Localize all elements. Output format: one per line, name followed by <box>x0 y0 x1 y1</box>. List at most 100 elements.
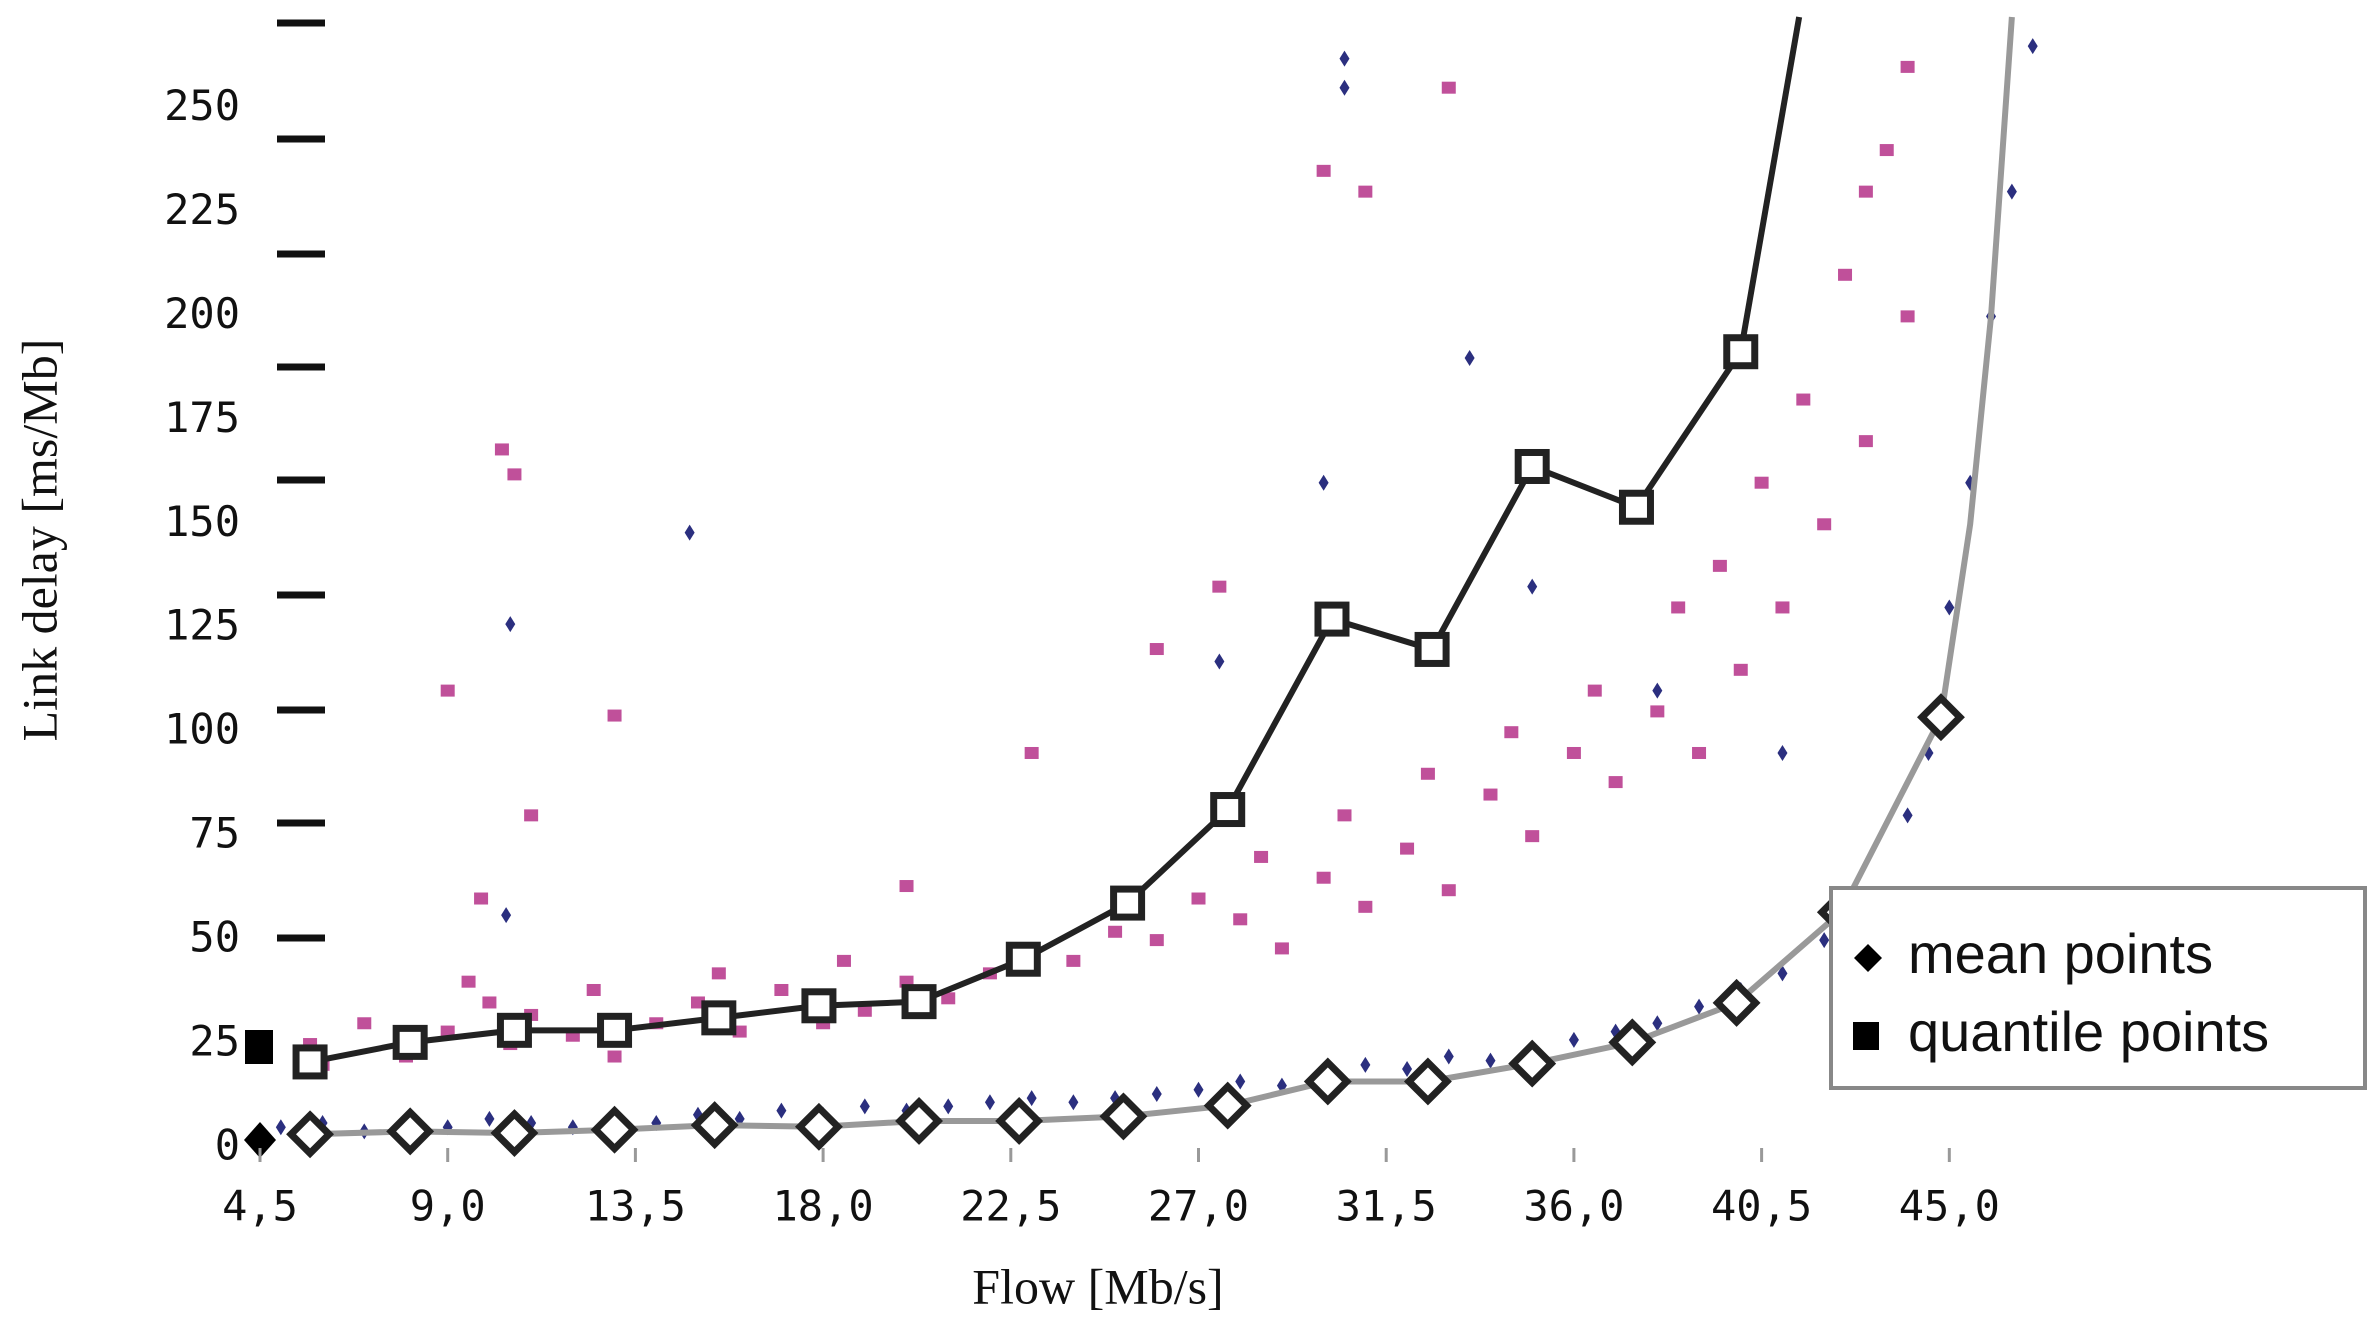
point <box>440 1025 455 1038</box>
legend-label: mean points <box>1908 922 2213 985</box>
y-tick-label: 100 <box>164 705 240 754</box>
point <box>1618 489 1654 525</box>
point <box>2006 183 2017 200</box>
point <box>1485 1052 1496 1069</box>
point <box>1527 578 1538 595</box>
point <box>1568 1031 1579 1048</box>
point <box>836 954 851 967</box>
point <box>1108 925 1123 938</box>
point <box>1917 693 1965 742</box>
point <box>1566 746 1581 759</box>
point <box>1360 1056 1371 1073</box>
point <box>1193 1081 1204 1098</box>
point <box>607 1050 622 1063</box>
point <box>1026 1090 1037 1107</box>
x-tick-label: 40,5 <box>1711 1182 1812 1231</box>
x-tick-label: 31,5 <box>1336 1182 1437 1231</box>
legend-marker <box>1854 944 1882 972</box>
point <box>1339 50 1350 67</box>
point <box>586 983 601 996</box>
point <box>1358 185 1373 198</box>
point <box>1149 643 1164 656</box>
point <box>1608 776 1623 789</box>
point <box>1796 393 1811 406</box>
point <box>1110 885 1146 921</box>
legend-label: quantile points <box>1908 1000 2269 1063</box>
axis-diamond <box>244 1122 276 1158</box>
point <box>1191 892 1206 905</box>
point <box>1694 998 1705 1015</box>
point <box>801 988 837 1024</box>
point <box>943 1098 954 1115</box>
point <box>490 1109 539 1157</box>
point <box>1671 601 1686 614</box>
point <box>1723 334 1759 370</box>
point <box>1525 830 1540 843</box>
point <box>1858 185 1873 198</box>
point <box>1777 744 1788 761</box>
point <box>590 1105 639 1154</box>
y-tick-label: 25 <box>189 1017 240 1066</box>
point <box>1712 978 1761 1027</box>
point <box>1316 164 1331 177</box>
point <box>494 443 509 456</box>
point <box>286 1110 335 1159</box>
point <box>1212 580 1227 593</box>
point <box>859 1098 870 1115</box>
point <box>1652 1015 1663 1032</box>
point <box>776 1102 787 1119</box>
point <box>607 709 622 722</box>
point <box>701 1000 737 1036</box>
point <box>1464 349 1475 366</box>
point <box>941 992 956 1005</box>
point <box>1066 954 1081 967</box>
point <box>1508 1039 1557 1088</box>
point <box>1504 726 1519 739</box>
point <box>1777 965 1788 982</box>
point <box>1817 518 1832 531</box>
x-tick-label: 36,0 <box>1523 1182 1624 1231</box>
point <box>1858 435 1873 448</box>
point <box>1414 631 1450 667</box>
point <box>690 1101 739 1150</box>
legend: mean points quantile points <box>1829 886 2367 1090</box>
x-tick-label: 18,0 <box>773 1182 874 1231</box>
x-tick-label: 45,0 <box>1899 1182 2000 1231</box>
point <box>275 1119 286 1136</box>
x-tick-label: 22,5 <box>960 1182 1061 1231</box>
point <box>1712 559 1727 572</box>
decoration <box>277 19 325 942</box>
point <box>1005 941 1041 977</box>
point <box>392 1024 428 1060</box>
point <box>1944 599 1955 616</box>
point <box>1900 60 1915 73</box>
point <box>1819 932 1830 949</box>
point <box>1775 601 1790 614</box>
point <box>1358 900 1373 913</box>
point <box>1402 1060 1413 1077</box>
y-tick-label: 125 <box>164 601 240 650</box>
point <box>597 1012 633 1048</box>
x-tick-label: 13,5 <box>585 1182 686 1231</box>
point <box>507 468 522 481</box>
point <box>711 967 726 980</box>
point <box>1400 842 1415 855</box>
point <box>1441 884 1456 897</box>
legend-box <box>1829 886 2367 1090</box>
point <box>1420 767 1435 780</box>
x-tick-label: 4,5 <box>222 1182 298 1231</box>
point <box>1203 1081 1252 1130</box>
point <box>1733 663 1748 676</box>
point <box>1608 1018 1657 1067</box>
point <box>482 996 497 1009</box>
point <box>2027 38 2038 55</box>
point <box>1316 871 1331 884</box>
point <box>1692 746 1707 759</box>
point <box>357 1017 372 1030</box>
point <box>1068 1094 1079 1111</box>
point <box>501 907 512 924</box>
point <box>1233 913 1248 926</box>
axis-square <box>245 1030 273 1064</box>
point <box>386 1107 435 1156</box>
